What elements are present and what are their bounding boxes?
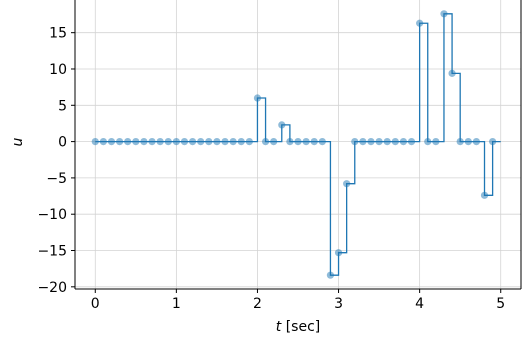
data-point — [424, 137, 432, 146]
data-point — [180, 137, 189, 146]
y-tick-label: 5 — [58, 98, 67, 114]
x-tick-label: 4 — [415, 296, 424, 312]
data-point — [172, 137, 180, 146]
data-point — [359, 137, 367, 146]
data-point — [351, 137, 359, 146]
data-point — [188, 137, 197, 146]
data-point — [407, 137, 416, 146]
data-point — [343, 180, 351, 188]
data-point — [318, 137, 326, 146]
data-point — [464, 137, 472, 146]
y-tick-label: −15 — [37, 244, 67, 260]
data-point — [229, 137, 237, 146]
data-point — [367, 137, 375, 146]
x-axis-label-unit: [sec] — [281, 319, 320, 335]
data-point — [221, 137, 229, 146]
data-point — [326, 271, 335, 279]
x-axis-label: t [sec] — [276, 319, 320, 335]
data-point — [480, 191, 489, 199]
data-point — [261, 137, 270, 146]
x-tick-label: 2 — [253, 296, 262, 312]
data-point — [294, 137, 302, 146]
data-point — [245, 137, 253, 146]
data-point — [456, 137, 464, 146]
axis-ticks: 0 1 2 3 4 5 −20 −15 −10 −5 0 5 10 15 — [37, 26, 505, 312]
data-point — [448, 69, 456, 77]
data-point — [399, 137, 408, 146]
data-point — [472, 137, 480, 146]
axes-frame — [74, 0, 522, 290]
y-tick-label: −20 — [37, 280, 67, 296]
data-point — [391, 137, 399, 146]
data-point — [270, 137, 278, 146]
data-point — [197, 137, 205, 146]
data-point — [205, 137, 213, 146]
y-tick-label: 15 — [49, 26, 67, 42]
x-tick-label: 5 — [496, 296, 505, 312]
data-point — [107, 137, 116, 146]
data-point — [91, 137, 99, 146]
data-point — [302, 137, 310, 146]
data-point — [213, 137, 221, 146]
y-axis-label: u — [10, 137, 26, 146]
data-point — [286, 137, 294, 146]
x-tick-label: 1 — [172, 296, 181, 312]
data-point — [253, 94, 262, 102]
data-point — [99, 137, 107, 146]
y-tick-label: 0 — [58, 135, 67, 151]
x-tick-label: 0 — [91, 296, 100, 312]
data-point — [310, 137, 318, 146]
x-tick-label: 3 — [334, 296, 343, 312]
data-point — [156, 137, 164, 146]
data-point — [440, 10, 448, 18]
y-tick-label: −10 — [37, 207, 67, 223]
data-point — [124, 137, 132, 146]
data-point — [164, 137, 172, 146]
y-tick-label: 10 — [49, 62, 67, 78]
data-point — [237, 137, 245, 146]
data-point — [334, 249, 343, 257]
data-point — [116, 137, 124, 146]
data-point — [148, 137, 156, 146]
y-tick-label: −5 — [46, 171, 67, 187]
data-point — [489, 137, 497, 146]
data-point — [416, 19, 424, 27]
data-point — [432, 137, 440, 146]
data-point — [132, 137, 140, 146]
data-point — [383, 137, 391, 146]
data-point — [375, 137, 383, 146]
data-point — [278, 121, 286, 129]
series-plot — [91, 10, 501, 279]
data-point — [140, 137, 148, 146]
x-axis-label-var: t — [276, 319, 282, 335]
